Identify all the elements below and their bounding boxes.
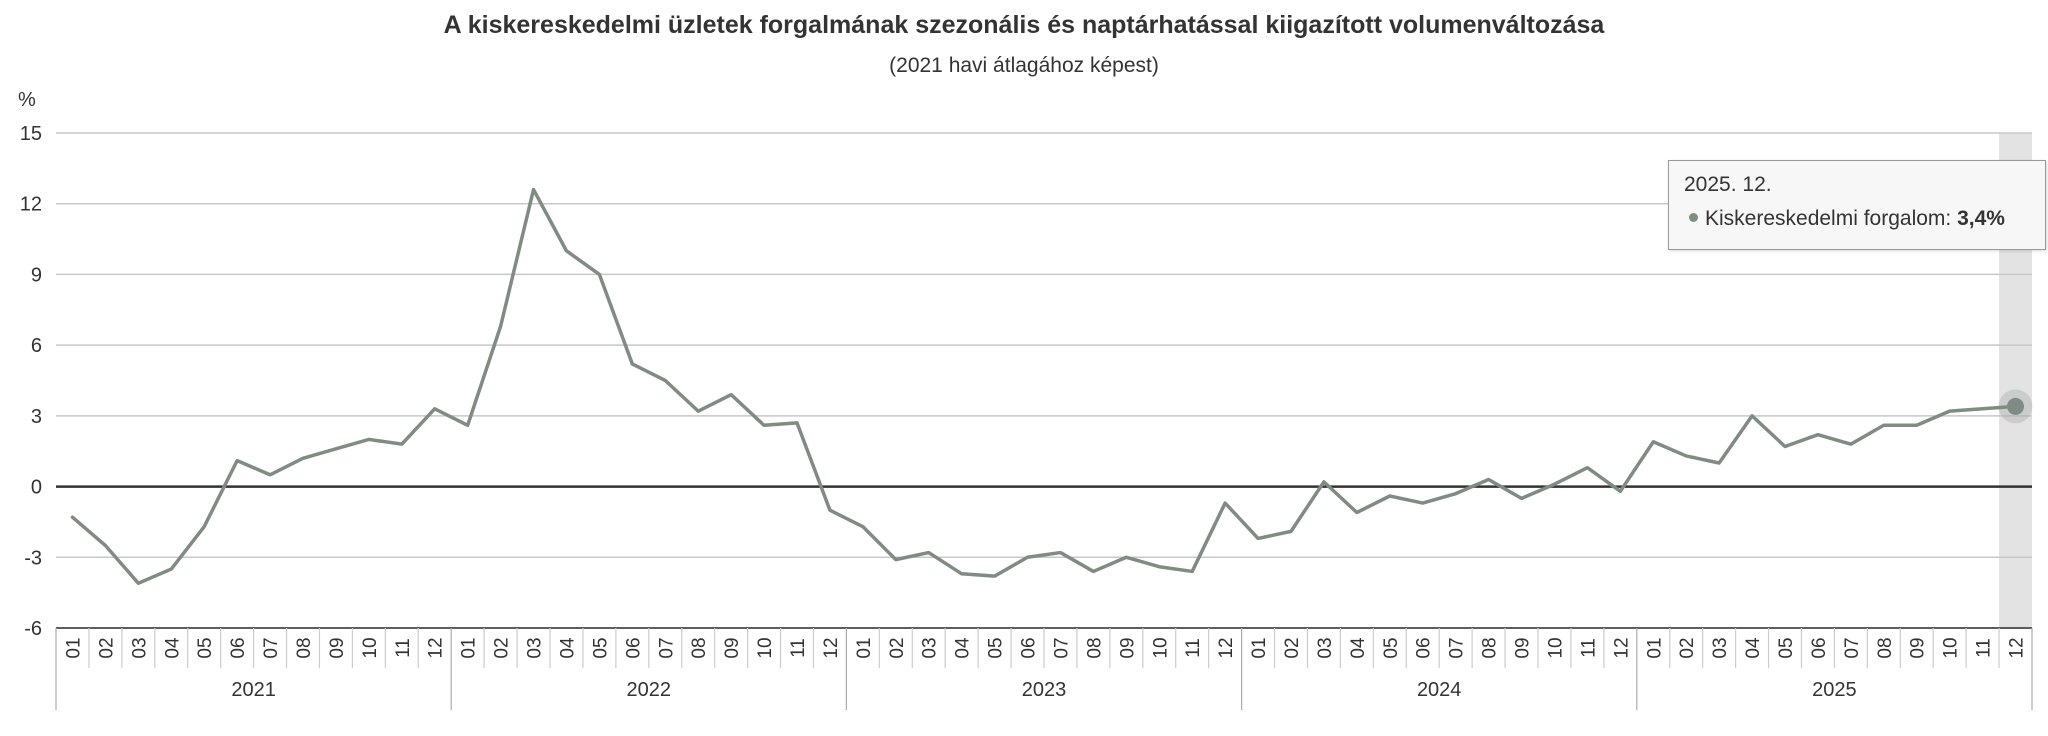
chart-subtitle: (2021 havi átlagához képest) [889, 54, 1159, 77]
y-axis-unit-label: % [18, 89, 36, 111]
x-tick-label: 03 [1710, 637, 1731, 658]
x-tick-label: 09 [1908, 637, 1929, 658]
x-tick-label: 08 [294, 637, 315, 658]
x-tick-label: 07 [1051, 637, 1072, 658]
x-tick-label: 12 [2007, 637, 2028, 658]
x-tick-label: 11 [788, 638, 809, 658]
x-tick-label: 07 [656, 637, 677, 658]
x-tick-label: 11 [1578, 638, 1599, 658]
x-tick-label: 09 [1513, 637, 1534, 658]
x-tick-label: 06 [1414, 637, 1435, 658]
tooltip-row: Kiskereskedelmi forgalom: 3,4% [1689, 207, 2005, 231]
x-tick-label: 02 [96, 637, 117, 658]
highlight-marker [2007, 397, 2025, 415]
x-tick-label: 11 [1183, 638, 1204, 658]
x-tick-label: 06 [1809, 637, 1830, 658]
tooltip-value: 3,4% [1957, 207, 2005, 230]
y-tick-label: 3 [31, 406, 42, 428]
tooltip-date: 2025. 12. [1684, 173, 1772, 196]
x-tick-label: 05 [986, 637, 1007, 658]
x-tick-label: 03 [129, 637, 150, 658]
x-tick-label: 04 [557, 637, 578, 659]
y-tick-label: 0 [31, 477, 42, 499]
x-tick-label: 11 [393, 638, 414, 658]
x-tick-label: 01 [854, 637, 875, 658]
x-tick-label: 07 [1447, 637, 1468, 658]
x-tick-label: 01 [459, 637, 480, 658]
year-label: 2023 [1022, 679, 1067, 701]
x-tick-label: 12 [426, 637, 447, 658]
x-tick-label: 11 [1974, 638, 1995, 658]
x-tick-label: 01 [63, 637, 84, 658]
x-tick-label: 08 [1875, 637, 1896, 658]
x-tick-label: 06 [623, 637, 644, 658]
y-tick-label: 12 [20, 194, 42, 216]
x-tick-label: 05 [1776, 637, 1797, 658]
x-tick-label: 02 [492, 637, 513, 658]
x-tick-label: 08 [689, 637, 710, 658]
x-tick-label: 05 [590, 637, 611, 658]
x-tick-label: 02 [887, 637, 908, 658]
x-tick-label: 05 [195, 637, 216, 658]
x-tick-label: 02 [1282, 637, 1303, 658]
x-tick-label: 04 [1743, 637, 1764, 659]
series-dot-icon [1689, 212, 1698, 222]
x-tick-label: 12 [1611, 637, 1632, 658]
y-tick-label: 15 [20, 123, 42, 145]
series-line [70, 187, 2018, 585]
y-tick-label: -3 [24, 547, 42, 569]
chart-title: A kiskereskedelmi üzletek forgalmának sz… [444, 11, 1606, 39]
x-tick-label: 02 [1677, 637, 1698, 658]
x-tick-label: 08 [1480, 637, 1501, 658]
data-tooltip: 2025. 12. Kiskereskedelmi forgalom: 3,4% [1668, 160, 2046, 250]
x-tick-label: 03 [525, 637, 546, 658]
x-tick-label: 04 [1348, 637, 1369, 659]
x-tick-label: 06 [1019, 637, 1040, 658]
x-tick-label: 06 [228, 637, 249, 658]
x-tick-label: 10 [360, 637, 381, 658]
x-tick-label: 04 [953, 637, 974, 659]
y-tick-label: -6 [24, 618, 42, 640]
x-tick-label: 12 [821, 637, 842, 658]
year-label: 2022 [627, 679, 672, 701]
x-tick-label: 10 [1150, 637, 1171, 658]
x-tick-label: 01 [1249, 637, 1270, 658]
x-tick-label: 09 [722, 637, 743, 658]
x-tick-label: 08 [1084, 637, 1105, 658]
x-tick-label: 03 [920, 637, 941, 658]
year-label: 2025 [1812, 679, 1857, 701]
y-tick-label: 6 [31, 335, 42, 357]
x-tick-label: 09 [1117, 637, 1138, 658]
x-tick-label: 07 [1842, 637, 1863, 658]
x-tick-label: 05 [1381, 637, 1402, 658]
x-tick-label: 04 [162, 637, 183, 659]
x-tick-label: 10 [1941, 637, 1962, 658]
x-tick-label: 09 [327, 637, 348, 658]
x-tick-label: 03 [1315, 637, 1336, 658]
plot-area: 15 12 9 6 3 0 -3 -6 01 02 03 04 05 06 07 08 09 10 11 12 01 02… [20, 123, 2033, 710]
x-tick-label: 07 [261, 637, 282, 658]
y-tick-label: 9 [31, 264, 42, 286]
x-tick-label: 10 [1545, 637, 1566, 658]
tooltip-series-label: Kiskereskedelmi forgalom: [1705, 207, 1952, 230]
x-tick-label: 01 [1644, 637, 1665, 658]
year-label: 2024 [1417, 679, 1462, 701]
x-tick-label: 10 [755, 637, 776, 658]
year-label: 2021 [231, 679, 276, 701]
x-tick-label: 12 [1216, 637, 1237, 658]
